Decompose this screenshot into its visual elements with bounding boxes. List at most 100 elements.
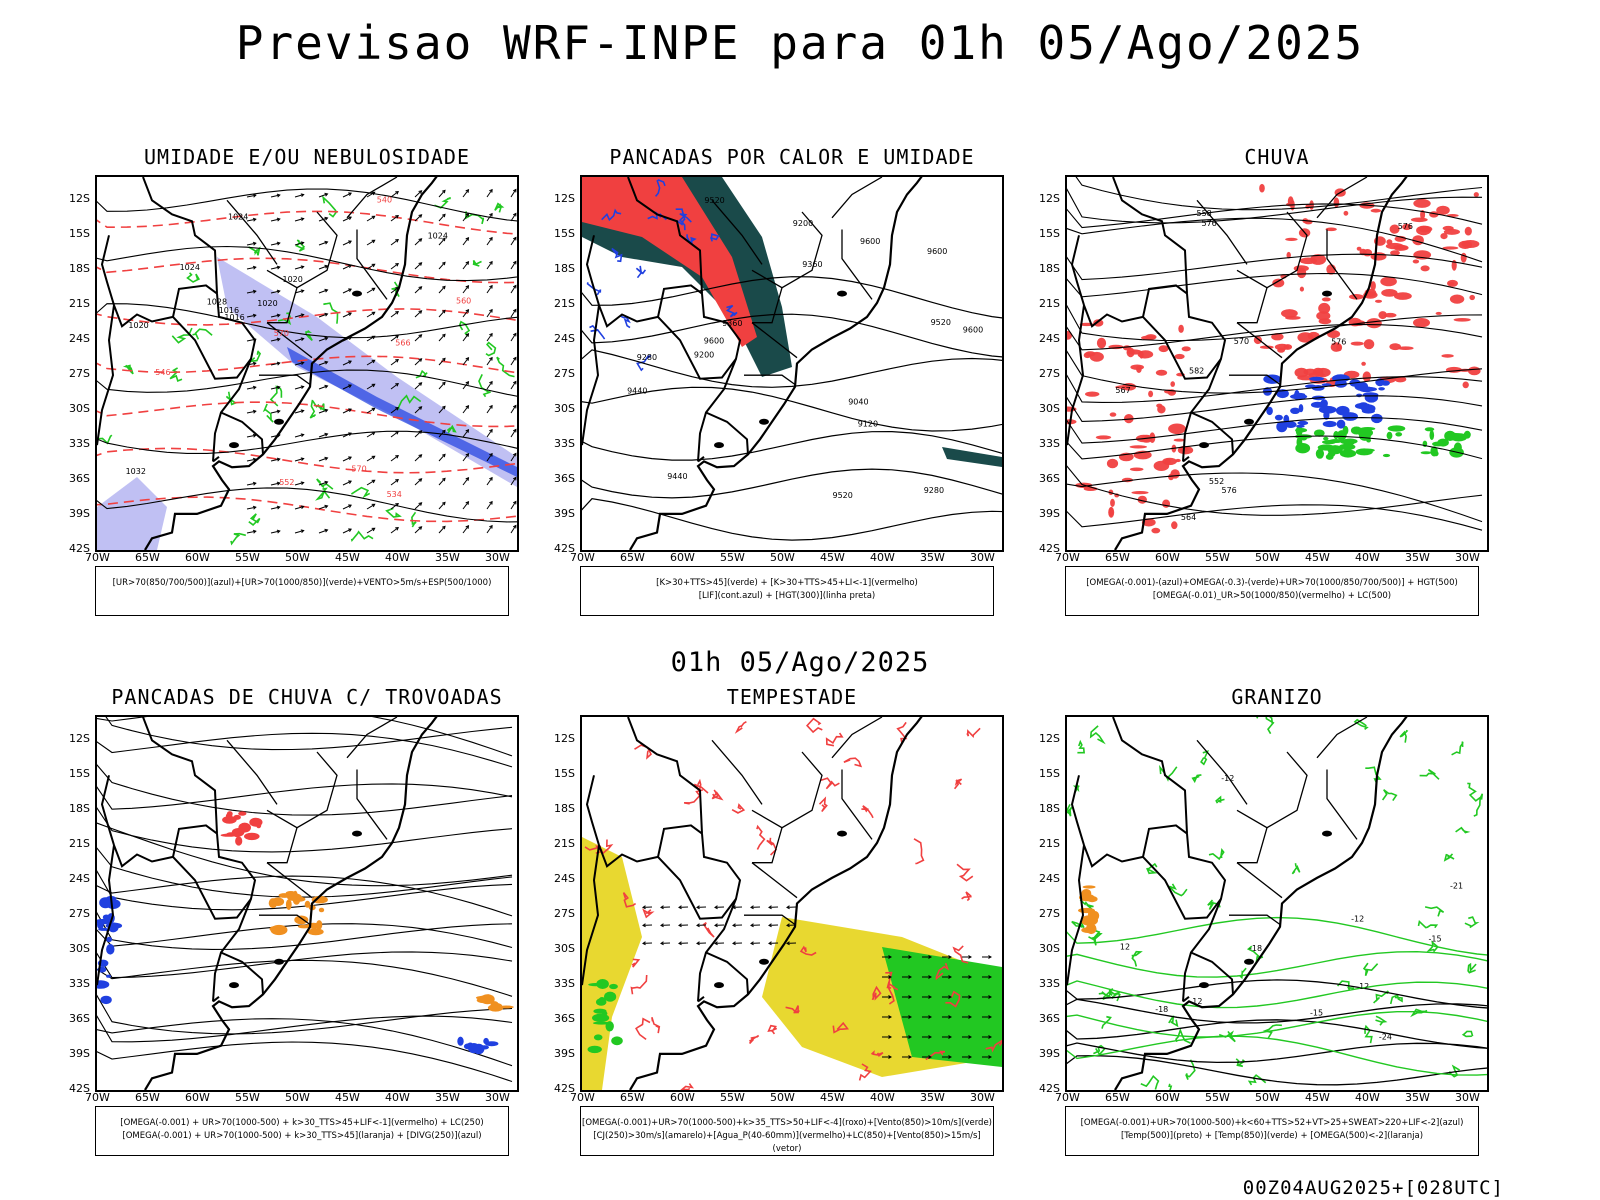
contour-label: 570 — [274, 329, 289, 338]
wind-vector — [486, 261, 493, 270]
longitude-tick: 60W — [185, 1091, 210, 1104]
temp-850-contour — [1262, 1024, 1282, 1040]
wind-vector — [462, 189, 469, 198]
height-500-contour — [1067, 417, 1483, 444]
latitude-tick: 33S — [1039, 437, 1060, 451]
wind-vector — [390, 335, 399, 342]
longitude-tick: 55W — [1205, 551, 1230, 564]
precipitable-water-contour — [642, 908, 655, 919]
humidity-low-contour — [262, 403, 274, 423]
pressure-isobar — [97, 303, 517, 339]
rain-area — [1305, 204, 1310, 209]
temp-850-contour — [1443, 853, 1455, 862]
strong-ascent-area — [1366, 438, 1371, 443]
pressure-isobar — [97, 245, 517, 282]
wind-vector — [371, 311, 376, 316]
wind-vector — [465, 261, 470, 265]
state-border — [841, 229, 873, 300]
wind-vector — [465, 357, 470, 361]
longitude-tick: 65W — [620, 1091, 645, 1104]
wind-vector — [348, 480, 352, 484]
wind-vector — [786, 905, 790, 910]
wind-vector — [928, 1035, 933, 1039]
wind-vector — [750, 905, 754, 910]
wind-vector — [489, 284, 493, 289]
rain-area — [1370, 252, 1387, 261]
ascent-area — [1296, 424, 1305, 428]
wind-vector — [660, 905, 664, 910]
country-border — [142, 717, 257, 1002]
wind-vector — [390, 455, 399, 462]
strong-ascent-area — [1387, 425, 1406, 432]
humidity-mid-level-area — [97, 477, 167, 550]
wind-vector — [948, 1015, 953, 1019]
contour-label: 9600 — [704, 336, 724, 345]
strong-ascent-area — [1395, 432, 1403, 437]
wind-vector — [366, 383, 375, 390]
contour-label: -18 — [1155, 1005, 1168, 1014]
longitude-tick: 50W — [770, 1091, 795, 1104]
wind-vector — [395, 311, 399, 315]
ascent-area — [1362, 392, 1379, 398]
temp-850-contour — [1200, 750, 1210, 766]
rain-area — [1448, 282, 1455, 286]
contour-label: 9600 — [860, 237, 880, 246]
divergence-area — [97, 919, 104, 930]
rain-area — [1109, 412, 1117, 417]
precipitable-water-contour — [966, 727, 981, 738]
wind-vector — [324, 192, 329, 197]
latitude-tick: 24S — [1039, 872, 1060, 886]
lake-mark — [759, 418, 769, 425]
wind-vector — [489, 524, 493, 529]
map-panel-2: PANCADAS POR CALOR E UMIDADE 9600 9600 9600… — [554, 145, 1070, 635]
latitude-tick: 15S — [69, 227, 90, 241]
wind-vector — [418, 334, 423, 338]
rain-area — [1299, 257, 1317, 265]
temp-850-contour — [1067, 950, 1487, 978]
low-level-wind-area — [593, 1021, 611, 1025]
precipitable-water-contour — [985, 1039, 1002, 1053]
wind-vector — [486, 237, 493, 246]
height-500-contour — [1067, 188, 1483, 224]
strong-ascent-area — [1424, 427, 1435, 432]
wind-vector — [678, 941, 682, 946]
wind-vector — [465, 333, 470, 337]
wind-vector — [300, 529, 305, 534]
convection-area-orange — [498, 1005, 514, 1009]
rain-area — [1137, 350, 1154, 359]
wind-vector — [300, 193, 305, 198]
height-500-contour — [1067, 374, 1483, 403]
wind-vector — [324, 432, 329, 437]
latitude-tick: 24S — [554, 332, 575, 346]
contour-label: 576 — [1202, 219, 1217, 228]
temp-850-contour — [1451, 741, 1464, 756]
rain-area — [1396, 245, 1409, 250]
lake-mark — [837, 830, 847, 837]
longitude-tick: 40W — [870, 551, 895, 564]
wind-vector — [438, 261, 446, 270]
rain-area — [1162, 457, 1177, 466]
streamline-250 — [97, 870, 513, 911]
strong-ascent-area — [1357, 428, 1373, 438]
temp-850-contour — [1088, 932, 1103, 946]
wind-vector — [246, 290, 256, 294]
rain-area — [1093, 319, 1104, 327]
longitude-tick: 35W — [1405, 551, 1430, 564]
rain-area — [1085, 351, 1096, 357]
latitude-tick: 39S — [69, 1047, 90, 1061]
wind-vector — [714, 923, 718, 928]
humidity-low-contour — [269, 385, 283, 407]
wind-vector — [888, 1035, 893, 1039]
wind-vector — [342, 216, 352, 222]
rain-area — [1420, 210, 1426, 220]
state-border — [266, 862, 313, 899]
wind-vector — [441, 381, 446, 386]
thickness-contour — [97, 401, 517, 428]
wind-vector — [246, 218, 256, 222]
contour-label: 567 — [1115, 386, 1130, 395]
rain-area — [1177, 446, 1194, 455]
latitude-tick: 21S — [69, 837, 90, 851]
legend-box: [OMEGA(-0.001)+UR>70(1000-500)+k>35_TTS>… — [580, 1106, 994, 1156]
